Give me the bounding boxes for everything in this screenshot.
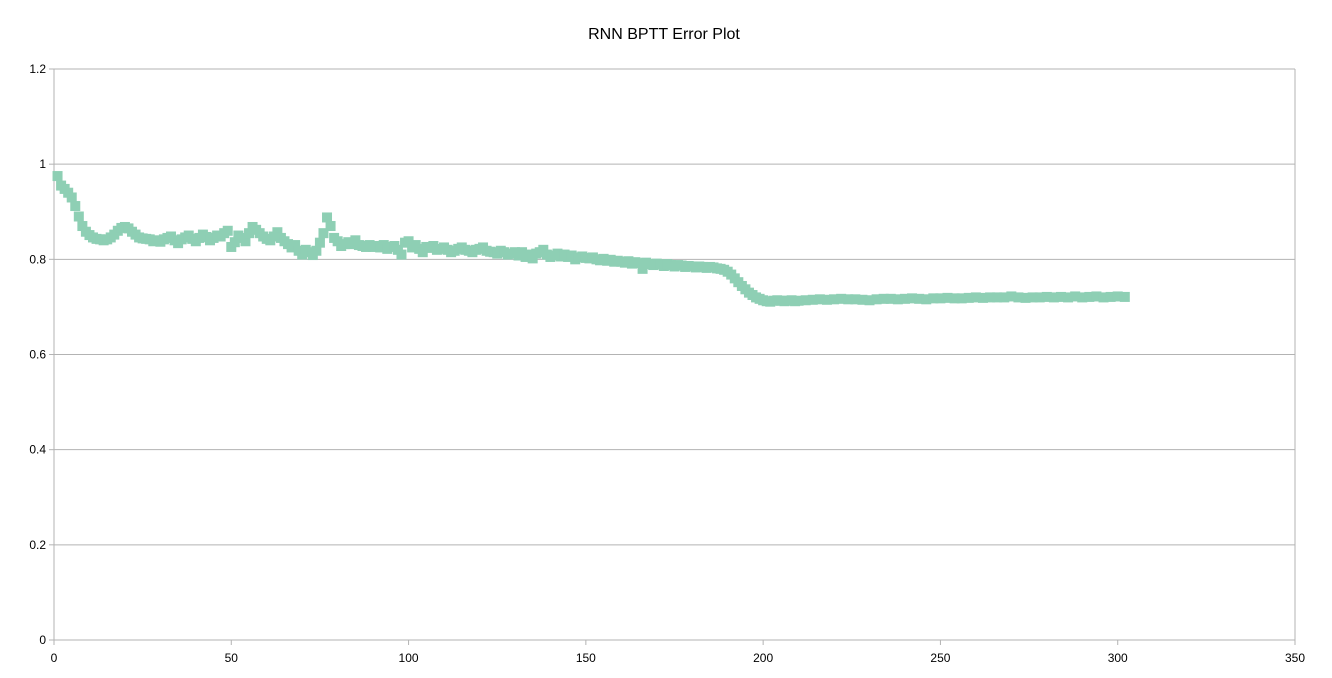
data-points: [52, 171, 1130, 307]
data-point: [322, 212, 333, 223]
data-point: [1084, 291, 1095, 302]
data-point: [229, 237, 240, 248]
data-point: [1055, 291, 1066, 302]
data-point: [935, 293, 946, 304]
data-point: [1112, 291, 1123, 302]
data-point: [1013, 292, 1024, 303]
data-point: [850, 294, 861, 305]
data-point: [992, 292, 1003, 303]
data-point: [985, 292, 996, 303]
y-tick-labels: 0 0.2 0.4 0.6 0.8 1 1.2: [29, 62, 46, 647]
data-point: [1105, 291, 1116, 302]
y-tick-label: 1.2: [29, 62, 46, 76]
data-point: [1034, 292, 1045, 303]
data-point: [807, 294, 818, 305]
y-tick-label: 0.8: [29, 252, 46, 266]
data-point: [244, 228, 255, 239]
data-point: [999, 292, 1010, 303]
data-point: [240, 236, 251, 247]
x-tick-label: 100: [399, 651, 419, 665]
data-point: [836, 293, 847, 304]
axes: [49, 68, 1296, 645]
data-point: [1041, 291, 1052, 302]
data-point: [290, 240, 301, 251]
data-point: [878, 293, 889, 304]
data-point: [318, 228, 329, 239]
data-point: [814, 294, 825, 305]
y-tick-label: 0.2: [29, 538, 46, 552]
x-tick-label: 0: [51, 651, 58, 665]
x-tick-label: 250: [930, 651, 950, 665]
data-point: [52, 171, 63, 182]
data-point: [843, 294, 854, 305]
data-point: [403, 236, 414, 247]
data-point: [1091, 291, 1102, 302]
data-point: [956, 293, 967, 304]
data-point: [892, 294, 903, 305]
data-point: [325, 221, 336, 232]
x-tick-label: 50: [225, 651, 239, 665]
x-tick-label: 150: [576, 651, 596, 665]
data-point: [921, 294, 932, 305]
data-point: [311, 245, 322, 256]
data-point: [1119, 291, 1130, 302]
data-point: [70, 201, 81, 212]
data-point: [864, 295, 875, 306]
x-tick-label: 350: [1285, 651, 1305, 665]
chart-title: RNN BPTT Error Plot: [588, 26, 740, 43]
data-point: [396, 249, 407, 260]
data-point: [77, 221, 88, 232]
data-point: [1077, 292, 1088, 303]
data-point: [821, 294, 832, 305]
data-point: [66, 192, 77, 203]
y-tick-label: 0: [39, 633, 46, 647]
y-tick-label: 0.4: [29, 443, 46, 457]
data-point: [1063, 292, 1074, 303]
data-point: [272, 227, 283, 238]
data-point: [970, 292, 981, 303]
data-point: [800, 295, 811, 306]
data-point: [73, 211, 84, 222]
data-point: [417, 247, 428, 258]
data-point: [1020, 292, 1031, 303]
data-point: [963, 292, 974, 303]
data-point: [928, 293, 939, 304]
data-point: [1006, 291, 1017, 302]
data-point: [1070, 291, 1081, 302]
x-tick-label: 300: [1108, 651, 1128, 665]
data-point: [634, 258, 645, 269]
data-point: [885, 293, 896, 304]
data-point: [949, 293, 960, 304]
grid-lines: [54, 68, 1295, 641]
data-point: [314, 237, 325, 248]
y-tick-label: 1: [39, 157, 46, 171]
data-point: [1098, 292, 1109, 303]
y-tick-label: 0.6: [29, 348, 46, 362]
data-point: [793, 295, 804, 306]
data-point: [899, 293, 910, 304]
data-point: [871, 294, 882, 305]
data-point: [857, 294, 868, 305]
data-point: [637, 263, 648, 274]
x-tick-labels: 0 50 100 150 200 250 300 350: [51, 651, 1306, 665]
data-point: [1027, 292, 1038, 303]
data-point: [829, 294, 840, 305]
data-point: [914, 293, 925, 304]
data-point: [942, 292, 953, 303]
x-tick-label: 200: [753, 651, 773, 665]
data-point: [1048, 292, 1059, 303]
data-point: [907, 293, 918, 304]
data-point: [977, 292, 988, 303]
data-point: [222, 225, 233, 236]
